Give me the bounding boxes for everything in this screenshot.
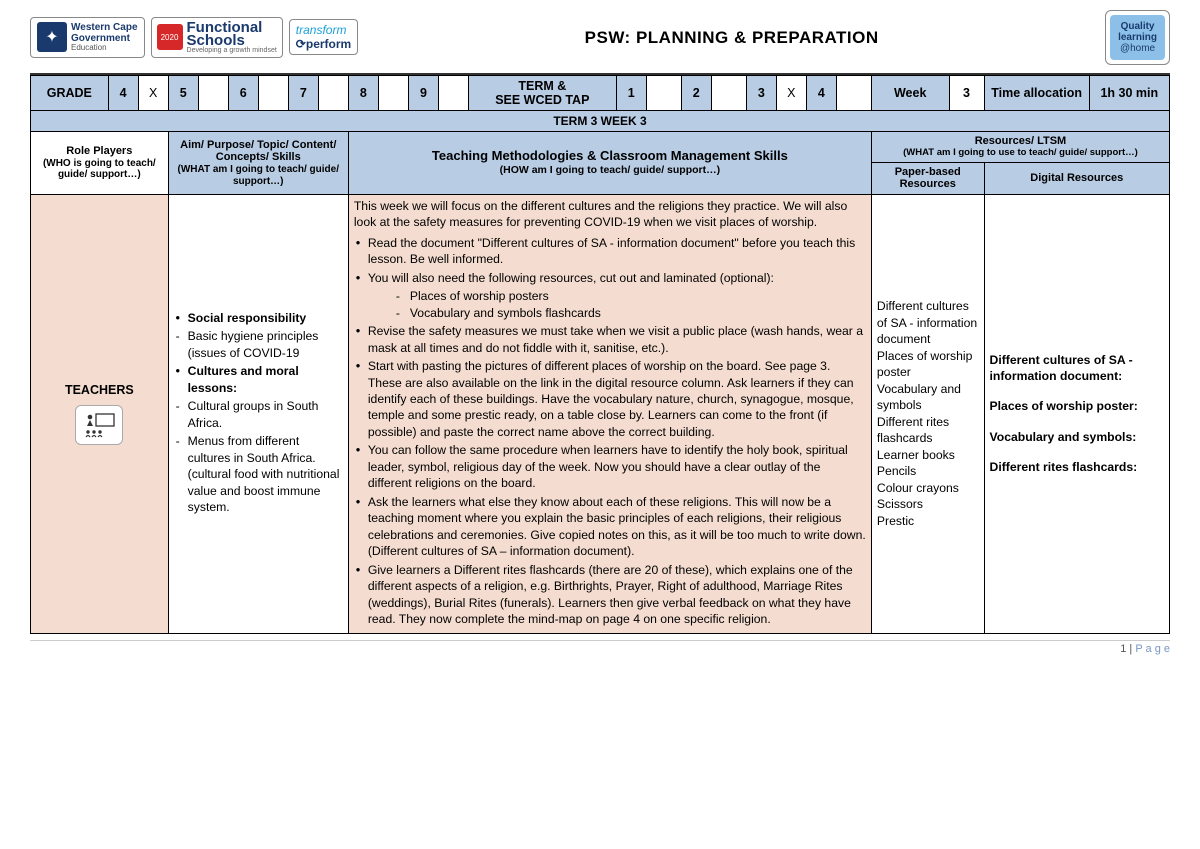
m2: You will also need the following resourc… xyxy=(368,271,774,285)
aim-b1: Social responsibility xyxy=(188,311,307,325)
t2: 2 xyxy=(681,76,711,111)
method-cell: This week we will focus on the different… xyxy=(348,194,871,633)
t1: 1 xyxy=(616,76,646,111)
dig3: Vocabulary and symbols: xyxy=(990,429,1164,445)
term-week-bar: TERM 3 WEEK 3 xyxy=(31,111,1170,132)
role-h: Role Players xyxy=(36,145,163,158)
logo-functional-schools: 2020 Functional Schools Developing a gro… xyxy=(151,17,283,58)
role-label: TEACHERS xyxy=(36,383,163,397)
t4: 4 xyxy=(806,76,836,111)
tp-t: transform xyxy=(296,23,347,37)
g8: 8 xyxy=(348,76,378,111)
g7: 7 xyxy=(288,76,318,111)
t1x xyxy=(646,76,681,111)
time-value: 1h 30 min xyxy=(1089,76,1169,111)
t3: 3 xyxy=(746,76,776,111)
method-intro: This week we will focus on the different… xyxy=(354,198,866,231)
col-paper: Paper-based Resources xyxy=(871,162,984,194)
digital-cell: Different cultures of SA - information d… xyxy=(984,194,1169,633)
teacher-icon xyxy=(75,405,123,445)
dig2: Places of worship poster: xyxy=(990,398,1164,414)
method-h: Teaching Methodologies & Classroom Manag… xyxy=(354,149,866,164)
col-resources: Resources/ LTSM (WHAT am I going to use … xyxy=(871,132,1169,163)
paper-cell: Different cultures of SA - information d… xyxy=(871,194,984,633)
g6: 6 xyxy=(228,76,258,111)
page-header: ✦ Western Cape Government Education 2020… xyxy=(30,10,1170,65)
aim-d1: Basic hygiene principles (issues of COVI… xyxy=(174,328,343,361)
col-digital: Digital Resources xyxy=(984,162,1169,194)
m5: You can follow the same procedure when l… xyxy=(354,442,866,491)
res-h: Resources/ LTSM xyxy=(877,135,1164,148)
col-aim: Aim/ Purpose/ Topic/ Content/ Concepts/ … xyxy=(168,132,348,195)
role-cell: TEACHERS xyxy=(31,194,169,633)
g4x: X xyxy=(138,76,168,111)
wc-line1: Western Cape xyxy=(71,22,138,33)
t3x: X xyxy=(776,76,806,111)
week-label: Week xyxy=(871,76,949,111)
g9x xyxy=(438,76,468,111)
g5: 5 xyxy=(168,76,198,111)
tp-p: perform xyxy=(306,37,351,51)
role-sub: (WHO is going to teach/ guide/ support…) xyxy=(36,158,163,181)
aim-cell: Social responsibility Basic hygiene prin… xyxy=(168,194,348,633)
dig1: Different cultures of SA - information d… xyxy=(990,352,1164,385)
week: 3 xyxy=(949,76,984,111)
g4: 4 xyxy=(108,76,138,111)
ql2: learning xyxy=(1118,32,1157,43)
m4: Start with pasting the pictures of diffe… xyxy=(354,358,866,440)
g9: 9 xyxy=(408,76,438,111)
t2x xyxy=(711,76,746,111)
planning-table: GRADE 4 X 5 6 7 8 9 TERM & SEE WCED TAP … xyxy=(30,75,1170,634)
footer-text: 1 | P a g e xyxy=(1120,643,1170,655)
logo-transform-perform: transform ⟳perform xyxy=(289,19,358,55)
aim-b2: Cultures and moral lessons: xyxy=(188,364,299,394)
m2b: Vocabulary and symbols flashcards xyxy=(396,305,866,321)
aim-d3: Menus from different cultures in South A… xyxy=(174,433,343,515)
page-title: PSW: PLANNING & PREPARATION xyxy=(358,28,1105,48)
aim-h: Aim/ Purpose/ Topic/ Content/ Concepts/ … xyxy=(174,139,343,164)
m3: Revise the safety measures we must take … xyxy=(354,323,866,356)
t4x xyxy=(836,76,871,111)
m2a: Places of worship posters xyxy=(396,288,866,304)
res-sub: (WHAT am I going to use to teach/ guide/… xyxy=(877,148,1164,159)
aim-sub: (WHAT am I going to teach/ guide/ suppor… xyxy=(174,164,343,187)
crest-icon: ✦ xyxy=(37,22,67,52)
aim-d2: Cultural groups in South Africa. xyxy=(174,398,343,431)
ql1: Quality xyxy=(1121,21,1155,32)
time-label: Time allocation xyxy=(984,76,1089,111)
term-label: TERM & SEE WCED TAP xyxy=(468,76,616,111)
grade-label: GRADE xyxy=(31,76,109,111)
col-method: Teaching Methodologies & Classroom Manag… xyxy=(348,132,871,195)
ql3: @home xyxy=(1120,43,1155,54)
g7x xyxy=(318,76,348,111)
wc-sub: Education xyxy=(71,44,138,53)
page-footer: 1 | P a g e xyxy=(30,640,1170,655)
fs-year: 2020 xyxy=(161,33,179,42)
logo-western-cape: ✦ Western Cape Government Education xyxy=(30,17,145,58)
dig4: Different rites flashcards: xyxy=(990,459,1164,475)
g6x xyxy=(258,76,288,111)
logos-left: ✦ Western Cape Government Education 2020… xyxy=(30,17,358,58)
g8x xyxy=(378,76,408,111)
m6: Ask the learners what else they know abo… xyxy=(354,494,866,560)
g5x xyxy=(198,76,228,111)
m7: Give learners a Different rites flashcar… xyxy=(354,562,866,628)
row-grade-term: GRADE 4 X 5 6 7 8 9 TERM & SEE WCED TAP … xyxy=(31,76,1170,111)
method-sub: (HOW am I going to teach/ guide/ support… xyxy=(354,164,866,176)
col-role: Role Players (WHO is going to teach/ gui… xyxy=(31,132,169,195)
logo-quality-learning: Quality learning @home xyxy=(1105,10,1170,65)
m1: Read the document "Different cultures of… xyxy=(354,235,866,268)
